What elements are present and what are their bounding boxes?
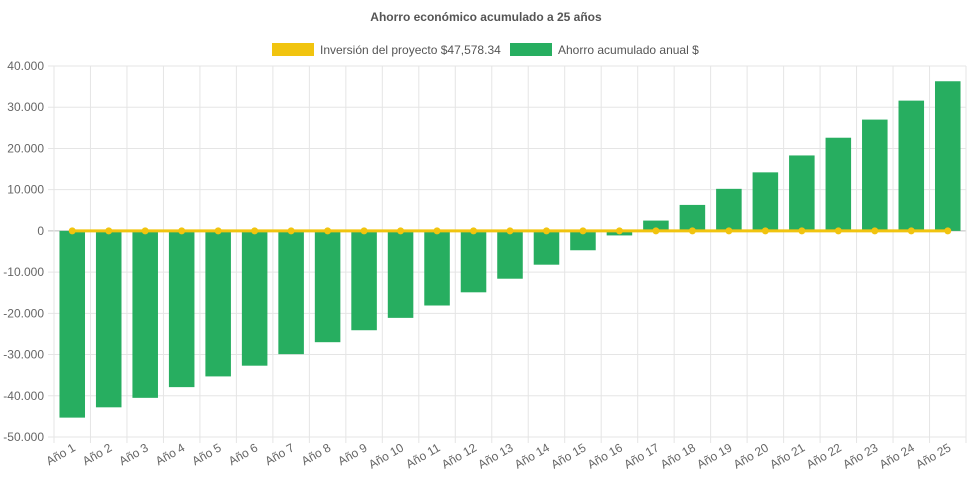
point-inversion[interactable]: [761, 227, 769, 235]
bar-ahorro[interactable]: [643, 220, 669, 231]
bar-ahorro[interactable]: [241, 230, 268, 366]
point-inversion[interactable]: [725, 227, 733, 235]
bar-ahorro[interactable]: [351, 230, 377, 331]
bar-ahorro[interactable]: [387, 230, 414, 318]
point-inversion[interactable]: [798, 227, 806, 235]
x-tick-label: Año 17: [621, 440, 661, 471]
bar-ahorro[interactable]: [59, 230, 86, 418]
bar-ahorro[interactable]: [716, 188, 742, 231]
point-inversion[interactable]: [324, 227, 332, 235]
x-tick-label: Año 4: [153, 440, 187, 468]
y-tick-label: -40.000: [3, 389, 44, 403]
x-axis-ticks: Año 1 Año 2 Año 3 Año 4 Año 5 Año 6 Año 7 Año 8…: [44, 440, 954, 471]
bar-ahorro[interactable]: [679, 204, 706, 231]
legend-label-ahorro[interactable]: Ahorro acumulado anual $: [558, 43, 699, 57]
x-tick-label: Año 25: [913, 440, 953, 471]
point-inversion[interactable]: [688, 227, 696, 235]
point-inversion[interactable]: [68, 227, 76, 235]
y-tick-label: 10.000: [7, 183, 44, 197]
x-tick-label: Año 24: [877, 440, 917, 471]
x-tick-label: Año 8: [299, 440, 333, 468]
inversion-line: [68, 227, 952, 235]
point-inversion[interactable]: [178, 227, 186, 235]
x-tick-label: Año 6: [226, 440, 260, 468]
point-inversion[interactable]: [141, 227, 149, 235]
x-tick-label: Año 5: [190, 440, 224, 468]
point-inversion[interactable]: [652, 227, 660, 235]
y-tick-label: -30.000: [3, 348, 44, 362]
y-tick-label: -10.000: [3, 265, 44, 279]
x-tick-label: Año 13: [476, 440, 516, 471]
x-tick-label: Año 20: [731, 440, 771, 471]
point-inversion[interactable]: [506, 227, 514, 235]
bar-ahorro[interactable]: [862, 119, 888, 231]
point-inversion[interactable]: [579, 227, 587, 235]
bar-ahorro[interactable]: [132, 230, 158, 398]
y-tick-label: -20.000: [3, 306, 44, 320]
point-inversion[interactable]: [615, 227, 623, 235]
x-tick-label: Año 9: [335, 440, 369, 468]
x-tick-label: Año 7: [262, 440, 296, 468]
y-tick-label: 0: [37, 224, 44, 238]
point-inversion[interactable]: [214, 227, 222, 235]
x-tick-label: Año 23: [840, 440, 880, 471]
bar-ahorro[interactable]: [278, 230, 304, 355]
x-tick-label: Año 14: [512, 440, 552, 471]
bar-ahorro[interactable]: [570, 230, 596, 251]
legend: Inversión del proyecto $47,578.34 Ahorro…: [272, 43, 699, 57]
point-inversion[interactable]: [944, 227, 952, 235]
bar-ahorro[interactable]: [424, 230, 450, 306]
x-tick-label: Año 18: [658, 440, 698, 471]
x-tick-label: Año 11: [403, 440, 442, 471]
y-tick-label: 40.000: [7, 59, 44, 73]
point-inversion[interactable]: [105, 227, 113, 235]
legend-swatch-ahorro[interactable]: [510, 43, 552, 56]
bar-ahorro[interactable]: [168, 230, 195, 388]
point-inversion[interactable]: [470, 227, 478, 235]
x-tick-label: Año 19: [694, 440, 734, 471]
bar-ahorro[interactable]: [205, 230, 231, 377]
legend-label-inversion[interactable]: Inversión del proyecto $47,578.34: [320, 43, 501, 57]
chart-title: Ahorro económico acumulado a 25 años: [370, 10, 602, 24]
bar-ahorro[interactable]: [789, 155, 815, 231]
bar-ahorro[interactable]: [825, 137, 852, 231]
point-inversion[interactable]: [542, 227, 550, 235]
x-tick-label: Año 12: [439, 440, 479, 471]
x-tick-label: Año 21: [767, 440, 807, 471]
bar-ahorro[interactable]: [497, 230, 523, 279]
bar-ahorro[interactable]: [752, 172, 779, 231]
point-inversion[interactable]: [834, 227, 842, 235]
point-inversion[interactable]: [871, 227, 879, 235]
grid: [48, 65, 967, 443]
x-tick-label: Año 10: [366, 440, 406, 471]
y-axis-ticks: 40.000 30.000 20.000 10.000 0 -10.000 -20.000 -…: [3, 59, 44, 444]
point-inversion[interactable]: [251, 227, 259, 235]
x-tick-label: Año 2: [80, 440, 114, 468]
bar-ahorro[interactable]: [460, 230, 487, 293]
bars: [59, 81, 961, 418]
bar-ahorro[interactable]: [934, 81, 961, 231]
bar-ahorro[interactable]: [95, 230, 122, 408]
point-inversion[interactable]: [433, 227, 441, 235]
x-tick-label: Año 1: [44, 440, 78, 468]
legend-swatch-inversion[interactable]: [272, 43, 314, 56]
x-tick-label: Año 16: [585, 440, 625, 471]
x-tick-label: Año 3: [117, 440, 151, 468]
bar-ahorro[interactable]: [314, 230, 341, 343]
y-tick-label: -50.000: [3, 430, 44, 444]
x-tick-label: Año 22: [804, 440, 844, 471]
bar-ahorro[interactable]: [533, 230, 560, 265]
point-inversion[interactable]: [907, 227, 915, 235]
x-tick-label: Año 15: [549, 440, 589, 471]
point-inversion[interactable]: [397, 227, 405, 235]
point-inversion[interactable]: [287, 227, 295, 235]
y-tick-label: 20.000: [7, 141, 44, 155]
bar-ahorro[interactable]: [898, 100, 925, 231]
y-tick-label: 30.000: [7, 100, 44, 114]
point-inversion[interactable]: [360, 227, 368, 235]
